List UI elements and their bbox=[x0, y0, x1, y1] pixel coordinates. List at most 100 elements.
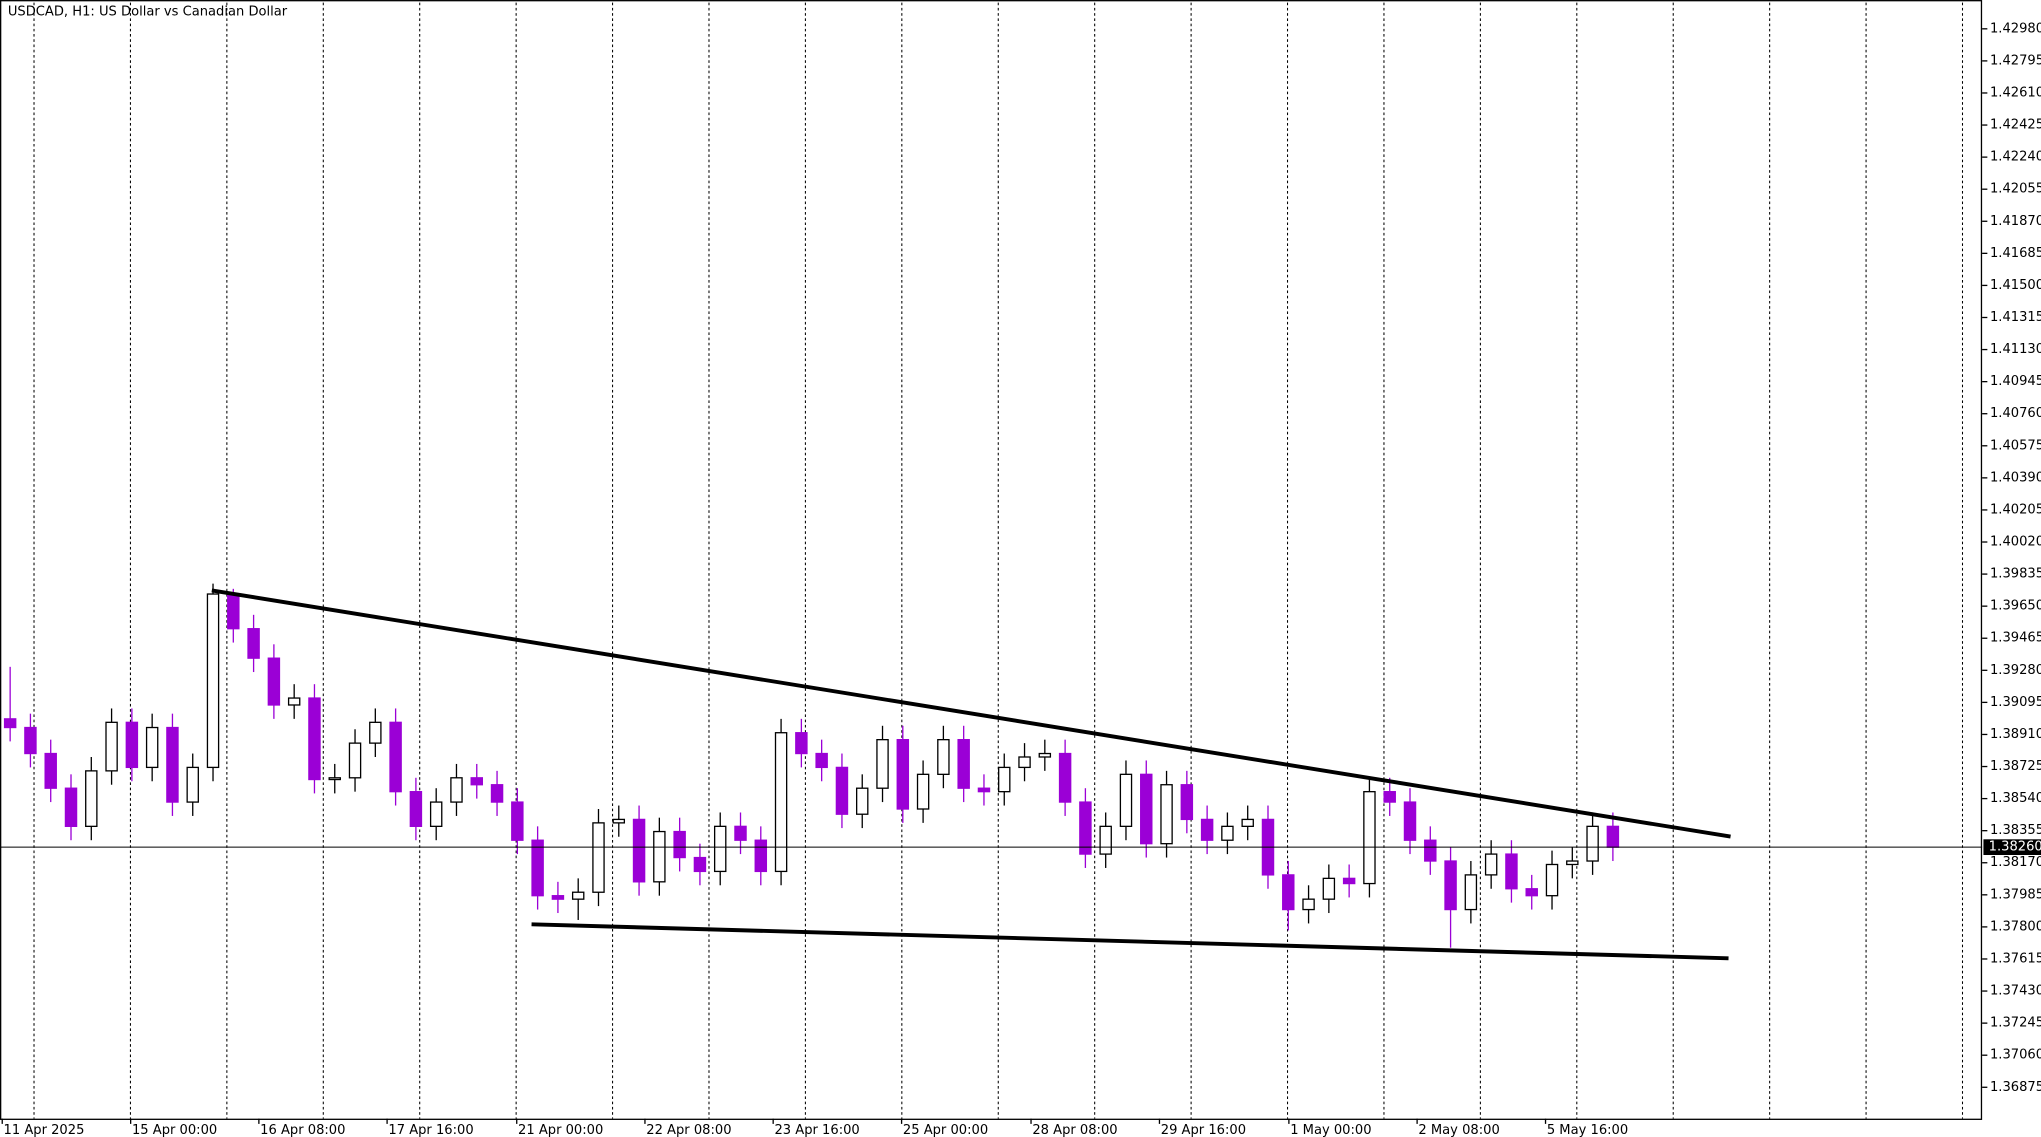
candle-body bbox=[44, 752, 57, 789]
candle-body bbox=[1221, 825, 1234, 841]
candle-body bbox=[1200, 818, 1214, 841]
x-tick-label: 21 Apr 00:00 bbox=[518, 1123, 603, 1137]
candle-body bbox=[937, 739, 950, 775]
x-tick-label: 5 May 16:00 bbox=[1547, 1123, 1628, 1137]
y-tick-label: 1.39835 bbox=[1990, 567, 2041, 582]
candle-body bbox=[1342, 877, 1356, 885]
candle-body bbox=[1403, 801, 1417, 841]
candle-body bbox=[1241, 818, 1254, 827]
y-tick-label: 1.41500 bbox=[1990, 278, 2041, 293]
candle-body bbox=[1038, 752, 1052, 758]
candle-body bbox=[328, 777, 341, 781]
x-tick-label: 17 Apr 16:00 bbox=[388, 1123, 473, 1137]
y-tick-label: 1.38725 bbox=[1990, 759, 2041, 774]
candle-body bbox=[571, 891, 585, 900]
x-tick-label: 22 Apr 08:00 bbox=[646, 1123, 731, 1137]
y-tick-label: 1.38355 bbox=[1990, 823, 2041, 838]
y-tick-label: 1.37985 bbox=[1990, 887, 2041, 902]
candle-body bbox=[632, 818, 646, 883]
candle-body bbox=[470, 777, 483, 786]
y-tick-label: 1.41130 bbox=[1990, 342, 2041, 357]
y-tick-label: 1.37430 bbox=[1990, 984, 2041, 999]
candle-body bbox=[876, 739, 889, 789]
y-tick-label: 1.37800 bbox=[1990, 919, 2041, 934]
candle-body bbox=[815, 752, 828, 769]
y-tick-label: 1.42795 bbox=[1990, 53, 2041, 68]
candle-body bbox=[713, 825, 727, 873]
candle-body bbox=[693, 856, 707, 873]
y-tick-label: 1.39465 bbox=[1990, 631, 2041, 646]
candle-body bbox=[795, 732, 808, 755]
candle-body bbox=[1302, 898, 1315, 911]
candle-body bbox=[348, 742, 362, 779]
x-tick-label: 16 Apr 08:00 bbox=[260, 1123, 345, 1137]
candle-body bbox=[1058, 752, 1072, 803]
y-tick-label: 1.42240 bbox=[1990, 150, 2041, 165]
candle-body bbox=[166, 726, 179, 803]
candle-body bbox=[774, 732, 788, 873]
candle-body bbox=[916, 773, 930, 810]
y-tick-label: 1.38170 bbox=[1990, 855, 2041, 870]
candle-body bbox=[1464, 874, 1478, 911]
candle-body bbox=[896, 739, 910, 810]
candle-body bbox=[186, 766, 199, 803]
candle-body bbox=[1160, 784, 1173, 845]
y-tick-label: 1.40945 bbox=[1990, 374, 2041, 389]
candle-body bbox=[64, 787, 78, 827]
x-tick-label: 15 Apr 00:00 bbox=[132, 1123, 217, 1137]
plot-frame bbox=[0, 0, 1983, 1120]
candle-body bbox=[429, 801, 443, 827]
candle-body bbox=[511, 801, 524, 841]
x-tick-label: 1 May 00:00 bbox=[1290, 1123, 1371, 1137]
candle-body bbox=[1444, 860, 1457, 911]
y-tick-label: 1.41685 bbox=[1990, 246, 2041, 261]
candle-body bbox=[24, 726, 37, 755]
y-tick-label: 1.38910 bbox=[1990, 727, 2041, 742]
candle-body bbox=[369, 721, 382, 744]
candle-body bbox=[1424, 839, 1437, 862]
x-tick-label: 23 Apr 16:00 bbox=[774, 1123, 859, 1137]
y-tick-label: 1.42425 bbox=[1990, 118, 2041, 133]
candle-body bbox=[1363, 791, 1376, 885]
x-tick-label: 25 Apr 00:00 bbox=[903, 1123, 988, 1137]
y-tick-label: 1.40205 bbox=[1990, 502, 2041, 517]
y-tick-label: 1.38540 bbox=[1990, 791, 2041, 806]
current-price-box bbox=[1983, 839, 2041, 856]
candle-body bbox=[1018, 756, 1031, 769]
candle-body bbox=[247, 628, 260, 659]
y-tick-label: 1.39650 bbox=[1990, 599, 2041, 614]
candle-body bbox=[1505, 853, 1518, 890]
candle-body bbox=[227, 593, 240, 630]
y-tick-label: 1.40575 bbox=[1990, 438, 2041, 453]
candle-body bbox=[1180, 784, 1194, 821]
candle-body bbox=[206, 593, 220, 769]
trendline bbox=[211, 588, 1731, 839]
candle-body bbox=[592, 822, 605, 893]
candle-body bbox=[977, 787, 991, 793]
candle-body bbox=[85, 770, 98, 827]
candle-body bbox=[653, 830, 666, 883]
x-tick-label: 28 Apr 08:00 bbox=[1032, 1123, 1117, 1137]
y-tick-label: 1.37060 bbox=[1990, 1048, 2041, 1063]
candle-body bbox=[1119, 773, 1133, 827]
y-tick-label: 1.41315 bbox=[1990, 310, 2041, 325]
candle-body bbox=[1545, 863, 1559, 897]
candle-body bbox=[409, 791, 423, 827]
candle-body bbox=[1099, 825, 1112, 855]
y-tick-label: 1.36875 bbox=[1990, 1080, 2041, 1095]
candle-body bbox=[673, 830, 686, 859]
y-tick-label: 1.40760 bbox=[1990, 406, 2041, 421]
candle-body bbox=[734, 825, 747, 841]
candle-body bbox=[1586, 825, 1599, 862]
y-tick-label: 1.42055 bbox=[1990, 182, 2041, 197]
chart-title: USDCAD, H1: US Dollar vs Canadian Dollar bbox=[8, 4, 288, 19]
candle-body bbox=[267, 657, 281, 706]
y-tick-label: 1.37615 bbox=[1990, 951, 2041, 966]
candle-body bbox=[1566, 860, 1579, 866]
candle-body bbox=[145, 726, 159, 769]
y-tick-label: 1.42610 bbox=[1990, 85, 2041, 100]
candle-body bbox=[531, 839, 544, 897]
candle-body bbox=[754, 839, 768, 873]
